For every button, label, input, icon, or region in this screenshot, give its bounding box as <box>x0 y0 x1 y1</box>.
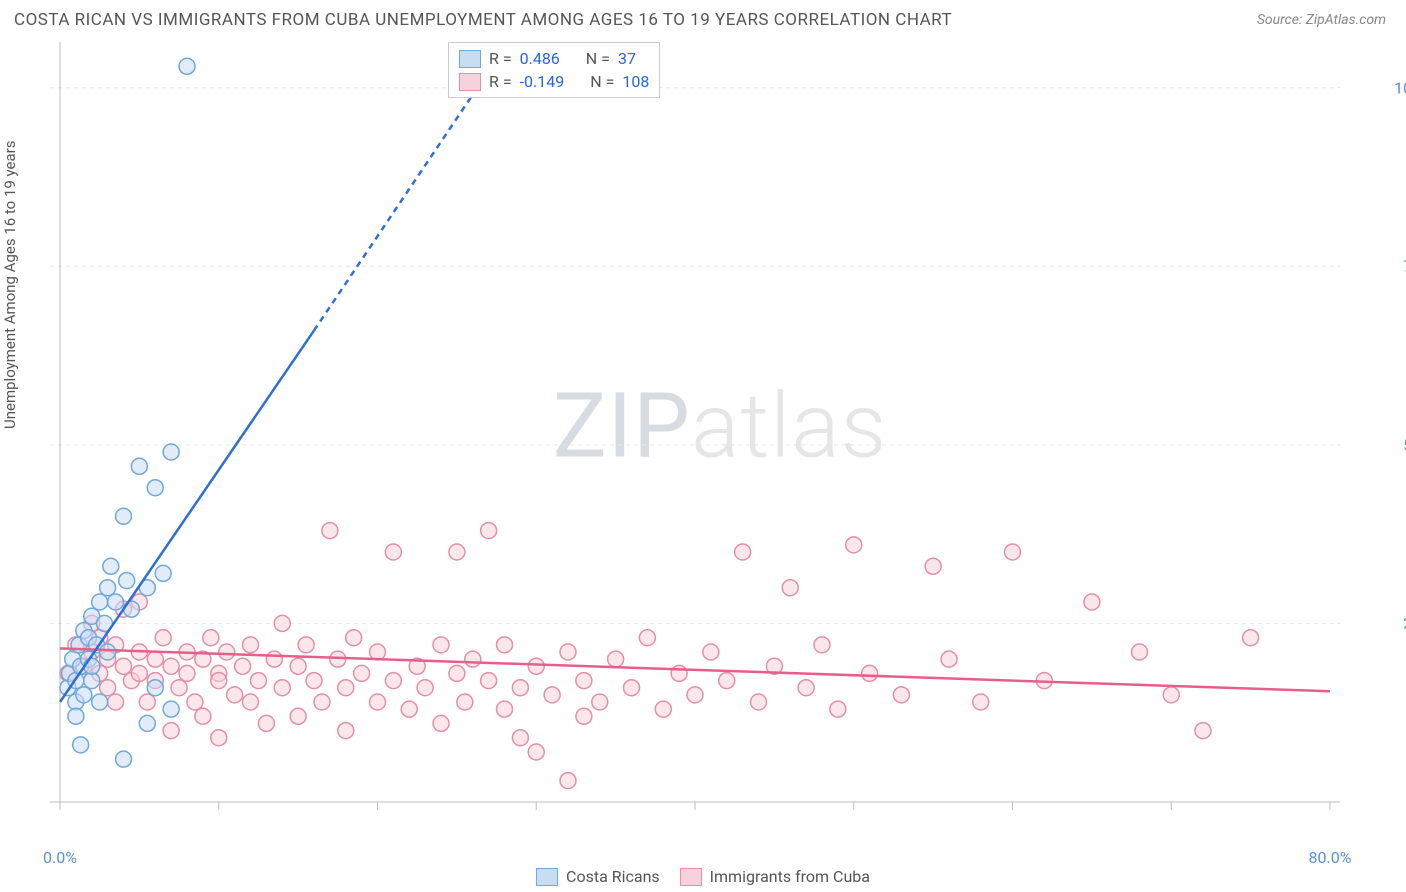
chart-area: ZIPatlas 25.0%50.0%75.0%100.0%0.0%80.0% <box>50 42 1390 842</box>
y-tick-label: 100.0% <box>1394 78 1406 97</box>
swatch-a-bottom <box>536 868 558 886</box>
swatch-b-bottom <box>680 868 702 886</box>
chart-header: COSTA RICAN VS IMMIGRANTS FROM CUBA UNEM… <box>0 0 1406 36</box>
series-legend: Costa Ricans Immigrants from Cuba <box>536 867 870 886</box>
x-tick-label: 80.0% <box>1309 848 1352 867</box>
chart-title: COSTA RICAN VS IMMIGRANTS FROM CUBA UNEM… <box>14 10 952 30</box>
r-value-a: 0.486 <box>520 49 560 68</box>
y-axis-label: Unemployment Among Ages 16 to 19 years <box>1 141 19 429</box>
swatch-a <box>459 50 481 68</box>
legend-row-a: R = 0.486 N = 37 <box>459 47 649 70</box>
legend-item-a: Costa Ricans <box>536 867 660 886</box>
legend-item-b: Immigrants from Cuba <box>680 867 870 886</box>
legend-row-b: R = -0.149 N = 108 <box>459 70 649 93</box>
n-value-b: 108 <box>622 72 649 91</box>
scatter-plot <box>50 42 1340 822</box>
x-tick-label: 0.0% <box>43 848 77 867</box>
r-value-b: -0.149 <box>520 72 565 91</box>
swatch-b <box>459 73 481 91</box>
n-value-a: 37 <box>618 49 636 68</box>
source-attribution: Source: ZipAtlas.com <box>1257 12 1386 28</box>
correlation-legend: R = 0.486 N = 37 R = -0.149 N = 108 <box>448 42 660 98</box>
